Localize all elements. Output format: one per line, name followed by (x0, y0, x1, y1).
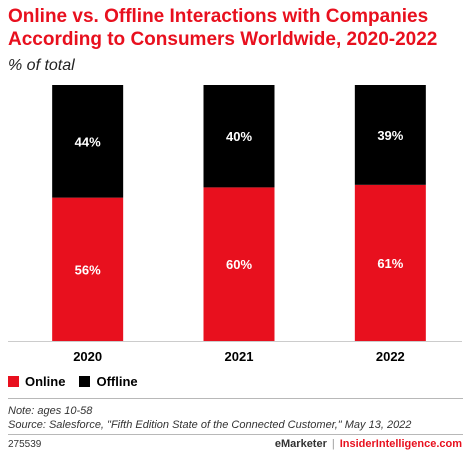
chart-id: 275539 (8, 439, 42, 450)
data-label-online-2020: 56% (75, 262, 101, 277)
x-tick-label-2022: 2022 (376, 349, 405, 364)
legend-label-online: Online (25, 374, 66, 389)
chart-title-line-2: According to Consumers Worldwide, 2020-2… (8, 29, 438, 50)
legend-swatch-offline (79, 376, 91, 387)
legend-item-online: Online (8, 374, 65, 389)
brand-insiderintelligence: InsiderIntelligence.com (339, 438, 462, 450)
data-label-online-2021: 60% (226, 257, 252, 272)
bar-online-2020 (52, 197, 124, 341)
bar-offline-2020 (52, 85, 124, 198)
data-label-offline-2020: 44% (75, 134, 101, 149)
data-label-offline-2021: 40% (226, 129, 252, 144)
bar-offline-2022 (354, 85, 426, 185)
chart-title-line-1: Online vs. Offline Interactions with Com… (8, 6, 429, 27)
bar-online-2022 (354, 184, 426, 341)
brand-emarketer: eMarketer (274, 438, 327, 450)
divider (8, 398, 463, 399)
brand-separator: | (331, 438, 335, 450)
notes: Note: ages 10-58 Source: Salesforce, "Fi… (8, 404, 411, 432)
data-label-online-2022: 61% (377, 256, 403, 271)
legend-item-offline: Offline (79, 374, 138, 389)
chart-title: Online vs. Offline Interactions with Com… (8, 5, 463, 51)
legend-label-offline: Offline (96, 374, 138, 389)
note-text: Note: ages 10-58 (8, 405, 93, 417)
chart-subtitle: % of total (8, 57, 75, 74)
source-text: Source: Salesforce, "Fifth Edition State… (8, 419, 412, 431)
x-tick-label-2020: 2020 (73, 349, 102, 364)
x-tick-label-2021: 2021 (225, 349, 254, 364)
bar-online-2021 (203, 187, 275, 341)
legend: Online Offline (8, 374, 152, 389)
bar-offline-2021 (203, 85, 275, 188)
legend-swatch-online (8, 376, 19, 387)
footer-brand: eMarketer | InsiderIntelligence.com (275, 438, 462, 450)
footer-divider (8, 434, 463, 435)
data-label-offline-2022: 39% (377, 128, 403, 143)
